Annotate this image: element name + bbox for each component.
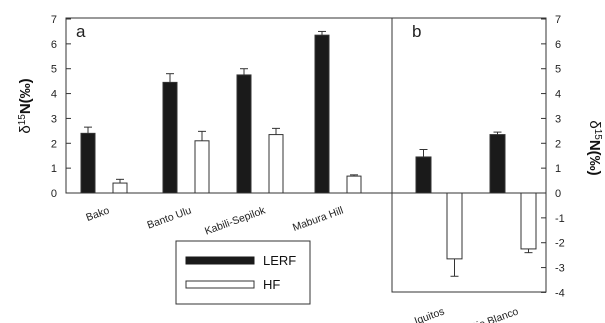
legend-swatch-hf bbox=[185, 280, 255, 289]
y-tick-label: 6 bbox=[555, 39, 561, 51]
panel-b-frame bbox=[391, 17, 547, 293]
y-tick-label: 2 bbox=[555, 138, 561, 150]
panel-b-category-labels: Iquitos Rio Blanco bbox=[413, 305, 520, 323]
category-label: Rio Blanco bbox=[468, 305, 520, 323]
y-tick-label: 4 bbox=[51, 89, 57, 101]
panel-b-y-axis: -4 -3 -2 -1 0 1 2 3 4 5 6 7 bbox=[541, 14, 565, 299]
bar-lerf-kabili-sepilok bbox=[236, 74, 252, 194]
bar-lerf-banto-ulu bbox=[162, 81, 178, 194]
y-axis-label-left-sup: 15 bbox=[17, 114, 28, 126]
y-tick-label: 1 bbox=[51, 163, 57, 175]
y-tick-label: 1 bbox=[555, 163, 561, 175]
bar-lerf-iquitos bbox=[415, 156, 432, 194]
bar-hf-mabura-hill bbox=[346, 175, 362, 194]
y-tick-label: 5 bbox=[555, 64, 561, 76]
panel-a-bars bbox=[80, 30, 362, 194]
y-tick-label: 2 bbox=[51, 138, 57, 150]
y-tick-label: -1 bbox=[555, 213, 565, 225]
legend-box bbox=[175, 240, 311, 305]
bar-lerf-rio-blanco bbox=[489, 134, 506, 194]
y-tick-label: 0 bbox=[555, 188, 561, 200]
y-tick-label: 3 bbox=[51, 113, 57, 125]
y-axis-label-right-delta: δ bbox=[586, 120, 603, 128]
y-axis-label-left-delta: δ bbox=[17, 125, 34, 133]
y-tick-label: -3 bbox=[555, 263, 565, 275]
bar-lerf-bako bbox=[80, 132, 96, 194]
y-axis-label-right: δ15N(‰) bbox=[586, 120, 604, 175]
y-axis-label-left-main: N(‰) bbox=[17, 78, 34, 114]
panel-a-y-axis: 0 1 2 3 4 5 6 7 bbox=[51, 14, 71, 200]
category-label: Kabili-Sepilok bbox=[203, 204, 268, 237]
bar-hf-kabili-sepilok bbox=[268, 134, 284, 194]
y-tick-label: 0 bbox=[51, 188, 57, 200]
panel-a-category-labels: Bako Banto Ulu Kabili-Sepilok Mabura Hill bbox=[84, 204, 345, 237]
panel-b: b -4 -3 -2 -1 0 1 2 3 4 5 6 7 Iquitos Rio Blanco bbox=[391, 14, 565, 323]
panel-b-letter: b bbox=[412, 22, 421, 41]
bar-hf-bako bbox=[112, 182, 128, 194]
bar-hf-banto-ulu bbox=[194, 140, 210, 194]
svg-text:δ15N(‰): δ15N(‰) bbox=[17, 78, 35, 133]
y-axis-label-right-sup: 15 bbox=[593, 129, 604, 141]
y-tick-label: -4 bbox=[555, 287, 565, 299]
panel-a-frame bbox=[65, 17, 393, 194]
y-axis-label-left: δ15N(‰) bbox=[17, 78, 35, 133]
category-label: Banto Ulu bbox=[146, 204, 194, 231]
legend: LERF HF bbox=[175, 240, 311, 305]
bar-hf-rio-blanco bbox=[520, 192, 537, 250]
y-axis-label-right-main: N(‰) bbox=[586, 140, 603, 176]
y-tick-label: 7 bbox=[555, 14, 561, 26]
legend-label-hf: HF bbox=[263, 277, 280, 292]
category-label: Bako bbox=[84, 204, 111, 224]
panel-a: a 0 1 2 3 4 5 6 7 Bako Banto Ulu Kabili-Sepilok Ma… bbox=[51, 14, 393, 238]
y-tick-label: 4 bbox=[555, 89, 561, 101]
category-label: Mabura Hill bbox=[291, 205, 345, 234]
y-tick-label: 3 bbox=[555, 113, 561, 125]
y-tick-label: 6 bbox=[51, 39, 57, 51]
bar-hf-iquitos bbox=[446, 192, 463, 260]
panel-a-letter: a bbox=[76, 22, 86, 41]
bar-lerf-mabura-hill bbox=[314, 34, 330, 194]
legend-label-lerf: LERF bbox=[263, 253, 296, 268]
category-label: Iquitos bbox=[413, 306, 446, 323]
y-tick-label: 7 bbox=[51, 14, 57, 26]
y-tick-label: 5 bbox=[51, 64, 57, 76]
y-tick-label: -2 bbox=[555, 238, 565, 250]
panel-b-bars bbox=[415, 131, 537, 277]
svg-text:δ15N(‰): δ15N(‰) bbox=[586, 120, 604, 175]
legend-swatch-lerf bbox=[185, 256, 255, 265]
